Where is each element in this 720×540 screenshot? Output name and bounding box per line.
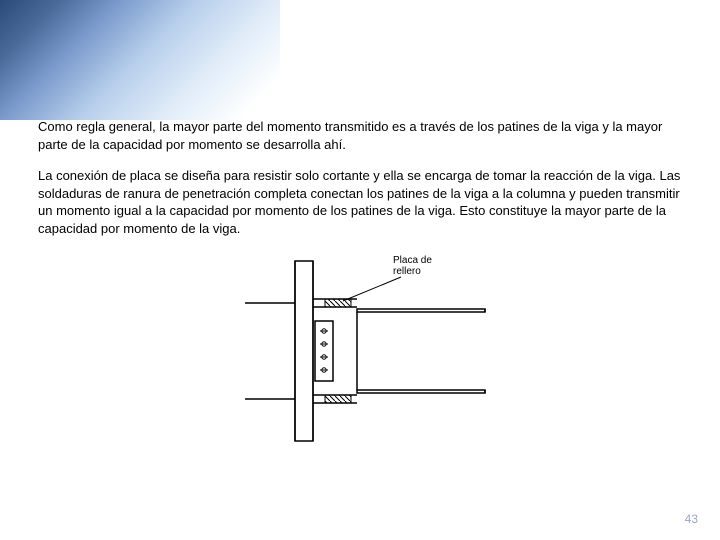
diagram-svg: Placa derellero [225,251,495,451]
page-number: 43 [685,512,698,526]
paragraph-1: Como regla general, la mayor parte del m… [38,118,682,153]
slide-content: Como regla general, la mayor parte del m… [38,118,682,456]
connection-diagram: Placa derellero [225,251,495,456]
paragraph-2: La conexión de placa se diseña para resi… [38,167,682,237]
svg-text:rellero: rellero [393,266,421,277]
svg-text:Placa de: Placa de [393,255,432,266]
figure-container: Placa derellero [38,251,682,456]
background-gradient [0,0,280,120]
